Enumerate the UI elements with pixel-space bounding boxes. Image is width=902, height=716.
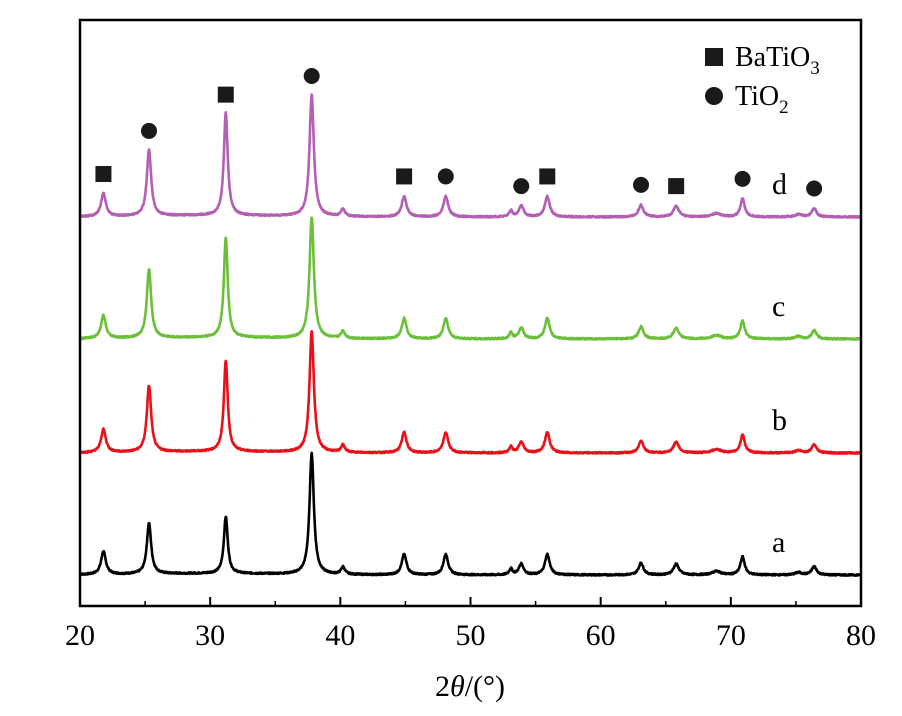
x-axis: 20 30 40 50 60 70 80 <box>65 597 876 652</box>
tio2-peak-marker-1 <box>140 122 157 139</box>
batio3-peak-marker-4 <box>396 168 413 185</box>
curve-c <box>78 216 862 341</box>
x-tick-label-0: 20 <box>65 619 95 652</box>
batio3-peak-marker-0 <box>95 166 112 183</box>
x-tick-label-3: 50 <box>456 619 486 652</box>
tio2-peak-marker-6 <box>513 178 530 195</box>
x-tick-label-5: 70 <box>716 619 746 652</box>
batio3-peak-marker-7 <box>539 168 556 185</box>
curve-d <box>79 93 863 219</box>
curves-layer <box>78 93 863 577</box>
curve-label-a: a <box>772 526 785 559</box>
x-tick-label-4: 60 <box>586 619 616 652</box>
legend: BaTiO3 TiO2 <box>705 42 820 118</box>
batio3-peak-marker-2 <box>217 86 234 103</box>
curve-labels: a b c d <box>772 168 787 559</box>
legend-label-batio3: BaTiO3 <box>735 42 820 79</box>
tio2-peak-marker-11 <box>806 180 823 197</box>
x-axis-title: 2θ/(°) <box>435 670 505 703</box>
curve-label-c: c <box>772 290 785 323</box>
x-tick-label-6: 80 <box>846 619 876 652</box>
legend-label-tio2: TiO2 <box>735 81 789 118</box>
tio2-peak-marker-8 <box>633 176 650 193</box>
x-tick-label-1: 30 <box>195 619 225 652</box>
curve-b <box>79 329 862 455</box>
legend-square-marker <box>705 48 723 66</box>
batio3-peak-marker-9 <box>668 178 685 195</box>
tio2-peak-marker-5 <box>437 168 454 185</box>
curve-label-d: d <box>772 168 787 201</box>
legend-circle-marker <box>705 87 723 105</box>
curve-a <box>79 451 863 577</box>
x-tick-label-2: 40 <box>325 619 355 652</box>
curve-label-b: b <box>772 404 787 437</box>
peak-markers-layer <box>95 68 823 197</box>
tio2-peak-marker-10 <box>734 170 751 187</box>
tio2-peak-marker-3 <box>303 68 320 84</box>
